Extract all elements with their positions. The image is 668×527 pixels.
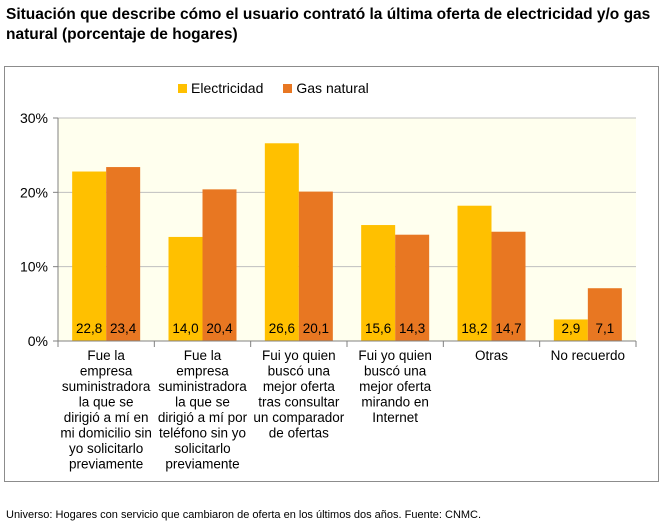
- chart-title: Situación que describe cómo el usuario c…: [6, 6, 651, 43]
- y-tick-label: 0%: [28, 333, 48, 349]
- legend-swatch-gas: [283, 83, 293, 93]
- x-tick-label: tras consultar: [258, 395, 340, 410]
- x-tick-label: mirando en: [361, 395, 429, 410]
- y-tick-label: 20%: [20, 184, 48, 200]
- x-tick-label: solicitarlo: [174, 441, 230, 456]
- bar-gas: [106, 167, 141, 341]
- legend-item-electricidad: Electricidad: [178, 80, 263, 96]
- data-label: 22,8: [76, 321, 102, 336]
- x-tick-label: empresa: [176, 364, 229, 379]
- x-tick-label: previamente: [165, 457, 239, 472]
- data-label: 2,9: [561, 321, 580, 336]
- x-tick-label: la que se: [175, 395, 230, 410]
- x-tick-label: Otras: [475, 348, 508, 363]
- bar-gas: [395, 234, 430, 341]
- x-tick-label: suministradora: [62, 379, 151, 394]
- data-label: 26,6: [269, 321, 295, 336]
- x-tick-label: Fue la: [87, 348, 125, 363]
- bar-gas: [491, 231, 526, 341]
- x-tick-label: buscó una: [364, 364, 427, 379]
- bar-electricidad: [361, 225, 396, 341]
- x-tick-label: Fue la: [184, 348, 222, 363]
- y-tick-label: 10%: [20, 259, 48, 275]
- data-label: 7,1: [595, 321, 614, 336]
- bar-electricidad: [168, 236, 203, 341]
- x-tick-label: buscó una: [268, 364, 331, 379]
- data-label: 20,1: [303, 321, 329, 336]
- legend-swatch-electricidad: [178, 83, 187, 93]
- bar-electricidad: [553, 319, 588, 341]
- legend: Electricidad Gas natural: [178, 80, 389, 96]
- x-tick-label: Fui yo quien: [262, 348, 336, 363]
- x-tick-label: empresa: [80, 364, 133, 379]
- data-label: 14,3: [399, 321, 425, 336]
- bar-gas: [298, 191, 333, 341]
- bar-electricidad: [264, 143, 299, 341]
- x-tick-label: de ofertas: [269, 426, 329, 441]
- data-label: 18,2: [461, 321, 487, 336]
- bar-gas: [587, 288, 622, 341]
- data-label: 14,7: [495, 321, 521, 336]
- bar-electricidad: [72, 171, 107, 341]
- x-tick-label: No recuerdo: [551, 348, 625, 363]
- legend-item-gas: Gas natural: [283, 80, 369, 96]
- bar-gas: [202, 189, 237, 341]
- data-label: 23,4: [110, 321, 137, 336]
- x-tick-label: teléfono sin yo: [159, 426, 246, 441]
- chart-frame: [4, 66, 659, 482]
- x-tick-label: previamente: [69, 457, 143, 472]
- data-label: 15,6: [365, 321, 391, 336]
- legend-label-gas: Gas natural: [296, 80, 369, 96]
- legend-label-electricidad: Electricidad: [191, 80, 264, 96]
- x-tick-label: mejor oferta: [263, 379, 336, 394]
- x-tick-label: Internet: [372, 410, 418, 425]
- x-tick-label: mi domicilio sin: [60, 426, 152, 441]
- footer-source: Universo: Hogares con servicio que cambi…: [6, 509, 482, 521]
- bar-electricidad: [457, 205, 492, 341]
- x-tick-label: yo solicitarlo: [69, 441, 143, 456]
- data-label: 20,4: [206, 321, 233, 336]
- x-tick-label: mejor oferta: [359, 379, 432, 394]
- x-tick-label: Fui yo quien: [358, 348, 432, 363]
- x-tick-label: la que se: [79, 395, 134, 410]
- y-tick-label: 30%: [20, 110, 48, 126]
- data-label: 14,0: [172, 321, 198, 336]
- x-tick-label: suministradora: [158, 379, 247, 394]
- x-tick-label: un comparador: [253, 410, 344, 425]
- x-tick-label: dirigió a mí por: [158, 410, 248, 425]
- plot-area: [58, 118, 636, 341]
- x-tick-label: dirigió a mí en: [64, 410, 149, 425]
